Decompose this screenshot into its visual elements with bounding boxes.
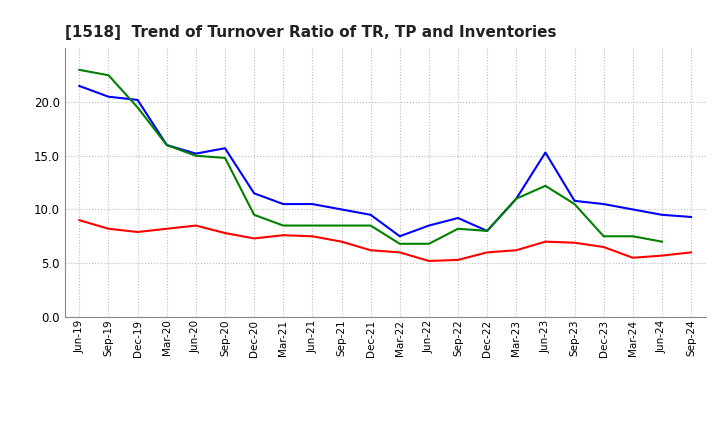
Inventories — [395, 241, 404, 246]
Trade Receivables — [133, 229, 142, 235]
Trade Payables — [133, 97, 142, 103]
Trade Receivables — [250, 236, 258, 241]
Inventories — [512, 196, 521, 202]
Trade Receivables — [308, 234, 317, 239]
Legend: Trade Receivables, Trade Payables, Inventories: Trade Receivables, Trade Payables, Inven… — [155, 436, 616, 440]
Inventories — [541, 183, 550, 188]
Trade Payables — [75, 83, 84, 88]
Trade Payables — [483, 228, 492, 234]
Trade Payables — [279, 202, 287, 207]
Inventories — [570, 202, 579, 207]
Trade Payables — [308, 202, 317, 207]
Trade Payables — [454, 216, 462, 221]
Trade Receivables — [657, 253, 666, 258]
Inventories — [250, 212, 258, 217]
Trade Receivables — [163, 226, 171, 231]
Line: Inventories: Inventories — [79, 70, 662, 244]
Trade Receivables — [599, 244, 608, 249]
Inventories — [75, 67, 84, 73]
Inventories — [104, 73, 113, 78]
Inventories — [425, 241, 433, 246]
Inventories — [454, 226, 462, 231]
Trade Payables — [104, 94, 113, 99]
Trade Receivables — [220, 231, 229, 236]
Trade Payables — [629, 207, 637, 212]
Trade Receivables — [629, 255, 637, 260]
Trade Receivables — [425, 258, 433, 264]
Trade Receivables — [512, 248, 521, 253]
Trade Receivables — [192, 223, 200, 228]
Trade Receivables — [483, 250, 492, 255]
Inventories — [279, 223, 287, 228]
Trade Payables — [220, 146, 229, 151]
Trade Payables — [657, 212, 666, 217]
Inventories — [629, 234, 637, 239]
Trade Receivables — [104, 226, 113, 231]
Trade Payables — [541, 150, 550, 155]
Trade Receivables — [366, 248, 375, 253]
Trade Payables — [163, 143, 171, 148]
Line: Trade Receivables: Trade Receivables — [79, 220, 691, 261]
Inventories — [483, 228, 492, 234]
Trade Payables — [687, 214, 696, 220]
Trade Receivables — [337, 239, 346, 244]
Inventories — [220, 155, 229, 161]
Inventories — [192, 153, 200, 158]
Trade Payables — [570, 198, 579, 203]
Trade Payables — [366, 212, 375, 217]
Trade Payables — [512, 196, 521, 202]
Trade Payables — [337, 207, 346, 212]
Trade Receivables — [395, 250, 404, 255]
Trade Payables — [192, 151, 200, 156]
Trade Receivables — [687, 250, 696, 255]
Inventories — [599, 234, 608, 239]
Inventories — [308, 223, 317, 228]
Trade Payables — [395, 234, 404, 239]
Trade Receivables — [279, 233, 287, 238]
Trade Receivables — [541, 239, 550, 244]
Inventories — [133, 105, 142, 110]
Line: Trade Payables: Trade Payables — [79, 86, 691, 236]
Trade Receivables — [570, 240, 579, 246]
Inventories — [366, 223, 375, 228]
Trade Receivables — [454, 257, 462, 263]
Trade Payables — [250, 191, 258, 196]
Trade Receivables — [75, 217, 84, 223]
Inventories — [657, 239, 666, 244]
Inventories — [163, 143, 171, 148]
Inventories — [337, 223, 346, 228]
Trade Payables — [425, 223, 433, 228]
Trade Payables — [599, 202, 608, 207]
Text: [1518]  Trend of Turnover Ratio of TR, TP and Inventories: [1518] Trend of Turnover Ratio of TR, TP… — [65, 25, 557, 40]
